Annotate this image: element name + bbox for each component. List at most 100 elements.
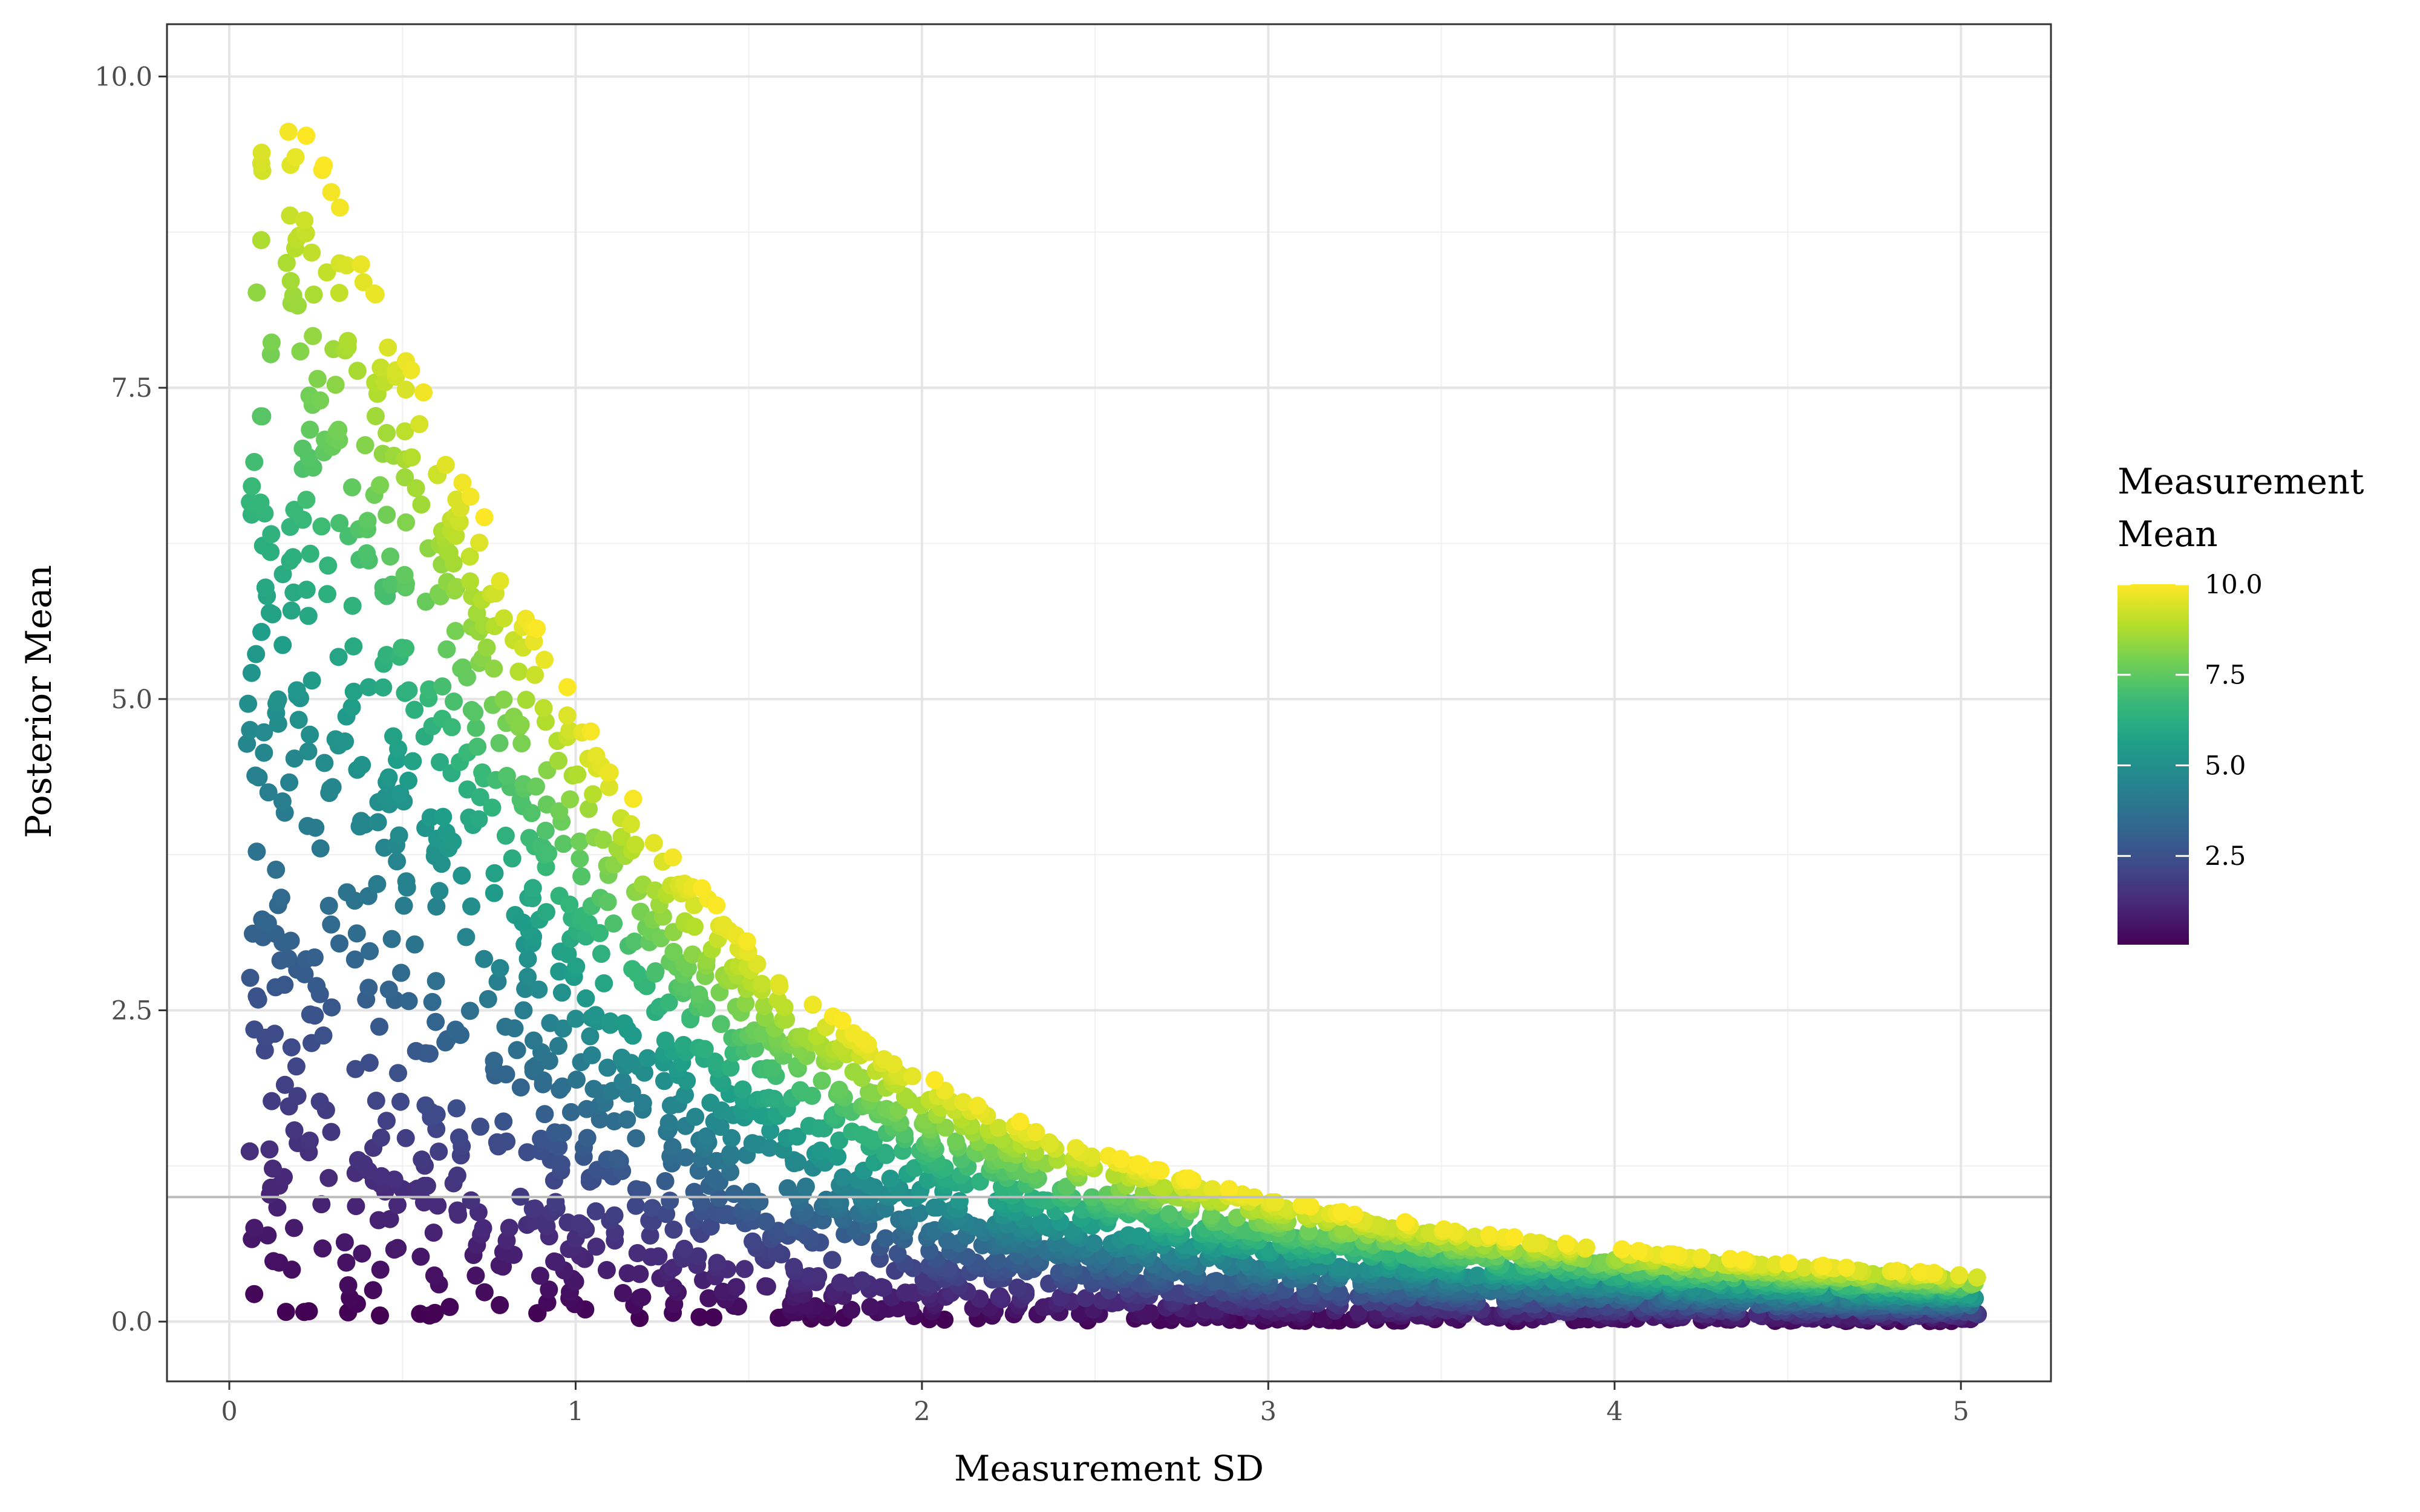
scatter-point	[345, 950, 364, 969]
scatter-point	[646, 962, 665, 980]
scatter-point	[554, 1019, 572, 1038]
scatter-point	[330, 513, 349, 532]
scatter-point	[304, 285, 323, 304]
scatter-point	[592, 945, 610, 963]
scatter-point	[664, 1278, 683, 1297]
scatter-point	[253, 407, 272, 426]
scatter-point	[659, 1113, 678, 1132]
scatter-point	[875, 1144, 894, 1162]
scatter-point	[381, 547, 400, 566]
scatter-point	[540, 1280, 558, 1299]
scatter-point	[490, 734, 509, 752]
scatter-point	[241, 721, 260, 739]
scatter-point	[1752, 1256, 1771, 1274]
scatter-point	[721, 1144, 740, 1162]
scatter-point	[1721, 1250, 1739, 1268]
scatter-point	[1008, 1279, 1027, 1297]
scatter-point	[414, 383, 433, 402]
scatter-point	[276, 1303, 295, 1321]
scatter-point	[1027, 1123, 1045, 1141]
scatter-point	[407, 479, 425, 498]
scatter-point	[491, 572, 509, 590]
scatter-point	[525, 1031, 543, 1050]
scatter-point	[311, 391, 330, 410]
scatter-point	[587, 1237, 606, 1256]
scatter-point	[255, 723, 273, 741]
scatter-point	[643, 1199, 662, 1217]
scatter-point	[368, 813, 387, 832]
scatter-point	[297, 581, 316, 599]
scatter-point	[445, 692, 463, 711]
scatter-point	[240, 1142, 259, 1161]
scatter-point	[382, 575, 401, 594]
scatter-point	[367, 1092, 385, 1110]
scatter-point	[437, 823, 456, 842]
scatter-point	[416, 1096, 435, 1115]
scatter-point	[1396, 1213, 1414, 1231]
scatter-point	[494, 609, 513, 628]
scatter-point	[460, 1002, 479, 1020]
scatter-point	[315, 754, 334, 772]
scatter-point	[446, 1020, 465, 1039]
scatter-point	[852, 1271, 871, 1290]
scatter-point	[823, 1251, 842, 1269]
scatter-point	[348, 1151, 367, 1170]
scatter-point	[803, 1086, 822, 1105]
scatter-point	[1612, 1240, 1631, 1259]
scatter-point	[546, 1193, 565, 1211]
scatter-point	[618, 1110, 636, 1129]
scatter-point	[433, 677, 452, 696]
scatter-point	[312, 517, 331, 536]
scatter-point	[304, 327, 322, 345]
scatter-point	[1766, 1255, 1785, 1274]
scatter-point	[374, 678, 393, 697]
scatter-point	[831, 1273, 849, 1292]
scatter-point	[601, 1012, 620, 1031]
scatter-point	[753, 974, 771, 993]
scatter-point	[305, 948, 324, 967]
scatter-point	[638, 1049, 657, 1067]
x-tick-label: 2	[914, 1396, 930, 1427]
scatter-point	[630, 1265, 649, 1283]
scatter-point	[354, 273, 373, 292]
scatter-point	[397, 872, 416, 891]
scatter-point	[676, 1086, 695, 1104]
scatter-point	[988, 1251, 1007, 1269]
scatter-point	[1779, 1254, 1798, 1272]
scatter-point	[491, 959, 509, 977]
panel-border	[166, 23, 2052, 1383]
scatter-point	[834, 1168, 852, 1187]
scatter-point	[587, 746, 606, 765]
scatter-point	[534, 699, 553, 717]
scatter-point	[497, 1065, 515, 1084]
scatter-point	[744, 1232, 762, 1251]
scatter-point	[1130, 1227, 1149, 1246]
scatter-point	[550, 802, 569, 821]
scatter-point	[446, 527, 465, 545]
scatter-point	[281, 206, 299, 225]
scatter-point	[518, 1143, 537, 1162]
scatter-point	[416, 592, 435, 611]
scatter-point	[936, 1118, 955, 1137]
scatter-point	[389, 1064, 407, 1083]
scatter-point	[605, 1206, 624, 1225]
scatter-point	[1434, 1220, 1453, 1239]
scatter-point	[604, 914, 623, 933]
scatter-point	[289, 711, 308, 729]
scatter-point	[379, 980, 398, 999]
scatter-point	[364, 1281, 382, 1300]
scatter-point	[761, 1121, 780, 1140]
scatter-point	[378, 424, 396, 442]
scatter-point	[245, 1020, 264, 1039]
y-axis-title: Posterior Mean	[18, 565, 59, 838]
scatter-point	[560, 895, 579, 914]
scatter-point	[424, 1224, 443, 1242]
scatter-point	[947, 1132, 966, 1151]
scatter-point	[661, 1191, 679, 1210]
scatter-point	[323, 778, 342, 797]
scatter-point	[649, 1247, 668, 1266]
scatter-point	[284, 286, 302, 305]
scatter-point	[491, 1295, 509, 1314]
scatter-point	[269, 690, 287, 709]
scatter-point	[695, 1040, 714, 1058]
